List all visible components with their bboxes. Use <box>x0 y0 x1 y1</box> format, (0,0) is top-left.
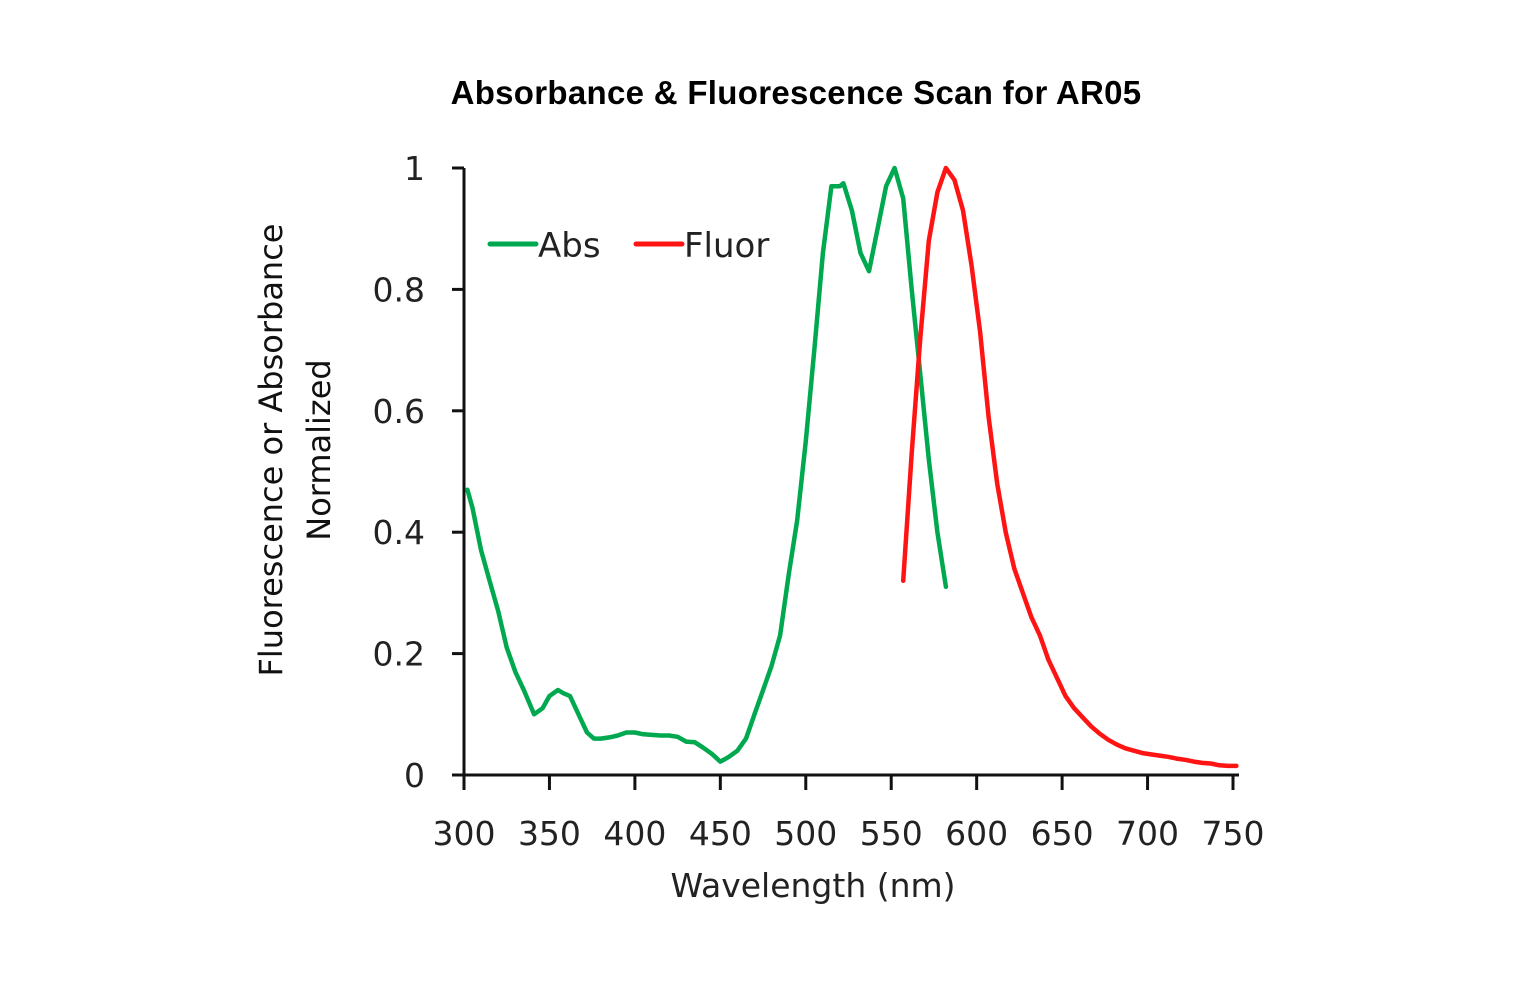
x-tick-label: 750 <box>1202 814 1265 853</box>
x-tick-label: 700 <box>1116 814 1179 853</box>
x-tick-label: 650 <box>1031 814 1094 853</box>
x-tick-label: 450 <box>689 814 752 853</box>
legend: Abs Fluor <box>487 226 769 266</box>
y-axis-ticks: 0 0.2 0.4 0.6 0.8 1 <box>373 149 464 795</box>
x-tick-label: 400 <box>603 814 666 853</box>
x-tick-label: 550 <box>860 814 923 853</box>
legend-label-fluor: Fluor <box>684 226 769 266</box>
y-tick-label: 0 <box>404 756 425 795</box>
x-tick-label: 500 <box>774 814 837 853</box>
chart-title: Absorbance & Fluorescence Scan for AR05 <box>450 74 1142 111</box>
legend-label-abs: Abs <box>538 226 601 266</box>
x-tick-label: 350 <box>518 814 581 853</box>
axes <box>452 168 1239 777</box>
x-tick-label: 600 <box>945 814 1008 853</box>
y-tick-label: 0.8 <box>373 270 425 309</box>
x-tick-label: 300 <box>433 814 496 853</box>
x-axis-label: Wavelength (nm) <box>670 866 956 905</box>
x-axis-ticks: 300 350 400 450 500 550 600 650 700 750 <box>433 775 1265 853</box>
series-line-abs <box>465 165 949 764</box>
y-tick-label: 1 <box>404 149 425 188</box>
y-tick-label: 0.4 <box>373 513 425 552</box>
y-tick-label: 0.6 <box>373 392 425 431</box>
series-line-fluor <box>900 165 1239 769</box>
y-tick-label: 0.2 <box>373 635 425 674</box>
series-lines <box>465 165 1239 769</box>
